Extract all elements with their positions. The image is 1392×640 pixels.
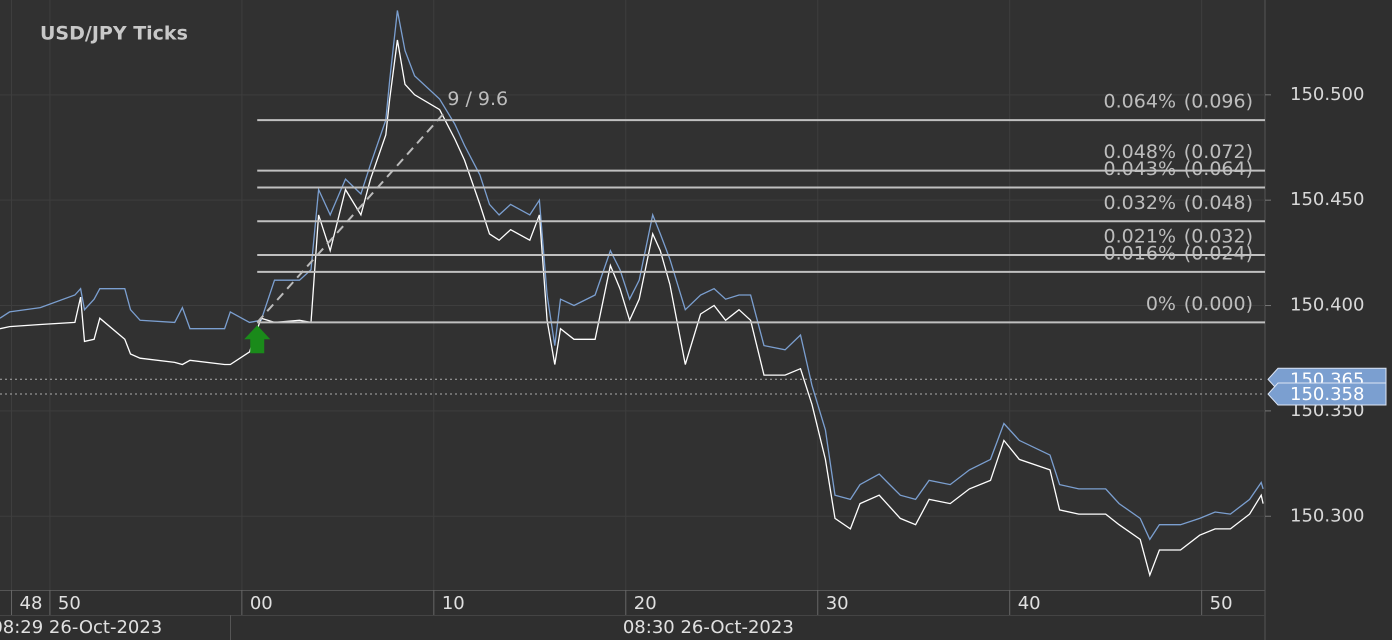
series-line — [0, 39, 1264, 578]
fib-amount: (0.024) — [1184, 242, 1253, 264]
fib-percent: 0.021% — [1104, 225, 1176, 247]
x-tick-label: 30 — [826, 593, 849, 614]
plot-area — [0, 0, 1265, 590]
fib-amount: (0.048) — [1184, 192, 1253, 214]
x-tick-label: 40 — [1018, 593, 1041, 614]
buy-marker — [244, 325, 271, 354]
fib-percent: 0.032% — [1104, 192, 1176, 214]
fib-percent: 0% — [1146, 293, 1176, 315]
x-tick-label: 10 — [442, 593, 465, 614]
price-axis — [1265, 0, 1392, 640]
x-tick-label: 20 — [634, 593, 657, 614]
x-tick-label: 50 — [58, 593, 81, 614]
trendline — [256, 111, 447, 324]
fib-percent: 0.016% — [1104, 242, 1176, 264]
price-tag — [1267, 382, 1387, 406]
fib-percent: 0.048% — [1104, 141, 1176, 163]
y-tick-label: 150.400 — [1290, 295, 1364, 316]
chart-title: USD/JPY Ticks — [40, 23, 188, 45]
fib-percent: 0.064% — [1104, 91, 1176, 113]
date-label: 08:29 26-Oct-2023 — [0, 617, 162, 638]
y-tick-label: 150.500 — [1290, 84, 1364, 105]
fib-amount: (0.032) — [1184, 225, 1253, 247]
x-tick-label: 50 — [1210, 593, 1233, 614]
price-tag-label: 150.358 — [1290, 384, 1364, 405]
x-tick-label: 48 — [20, 593, 43, 614]
y-tick-label: 150.300 — [1290, 505, 1364, 526]
date-label: 08:30 26-Oct-2023 — [623, 617, 794, 638]
fib-percent: 0.043% — [1104, 158, 1176, 180]
fib-amount: (0.096) — [1184, 91, 1253, 113]
fib-amount: (0.000) — [1184, 293, 1253, 315]
x-tick-label: 00 — [250, 593, 273, 614]
fib-amount: (0.072) — [1184, 141, 1253, 163]
y-tick-label: 150.450 — [1290, 189, 1364, 210]
series-line — [0, 10, 1264, 541]
fib-amount: (0.064) — [1184, 158, 1253, 180]
annotation: 9 / 9.6 — [447, 88, 508, 110]
